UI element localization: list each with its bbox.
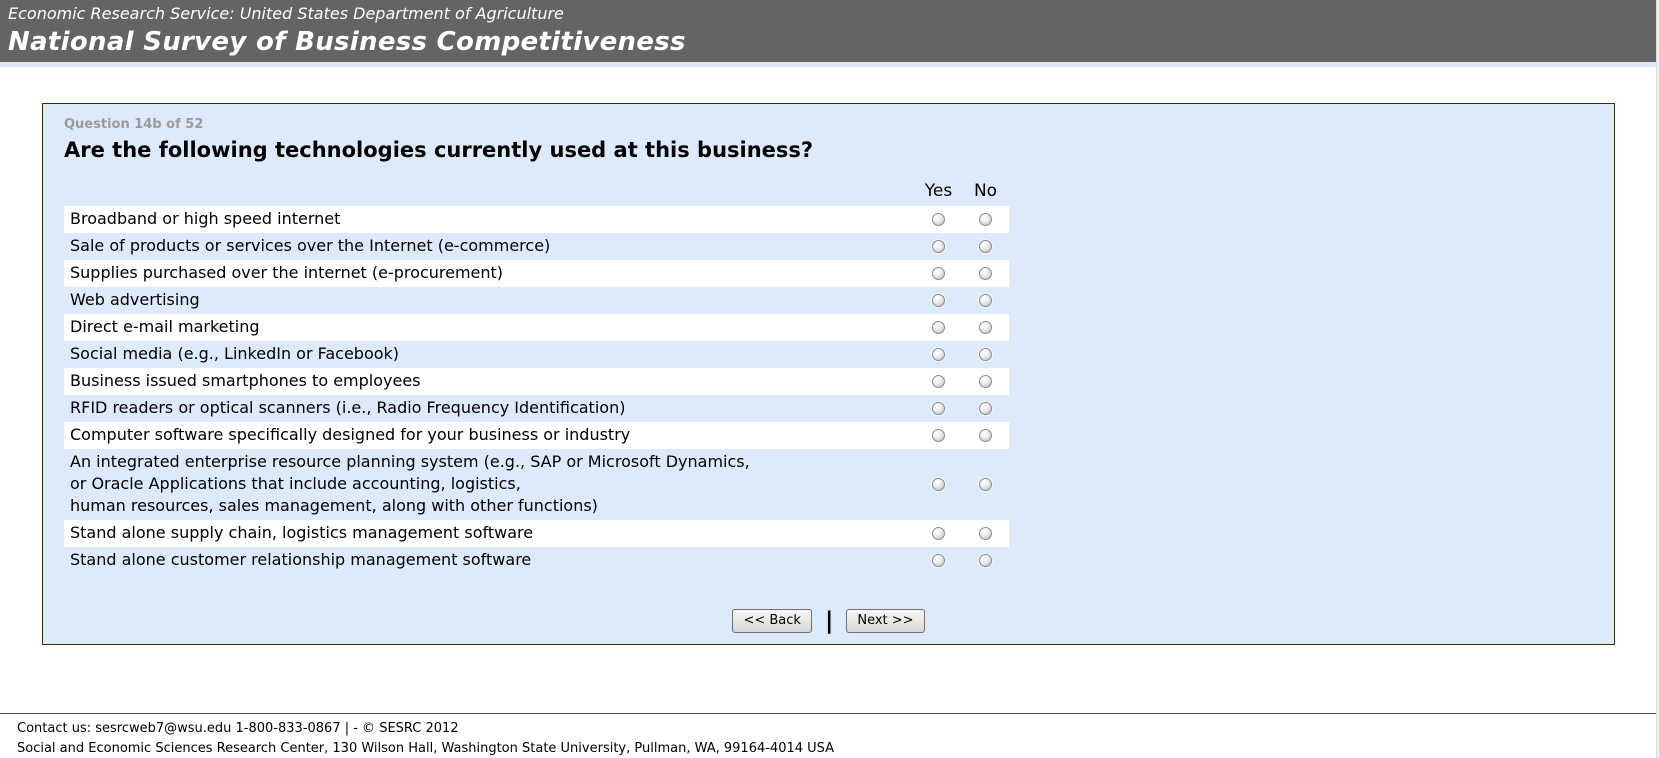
table-row: Broadband or high speed internet: [64, 206, 1009, 233]
table-row: Direct e-mail marketing: [64, 314, 1009, 341]
no-radio-cell: [962, 449, 1009, 520]
yes-radio[interactable]: [932, 294, 945, 307]
table-row: RFID readers or optical scanners (i.e., …: [64, 395, 1009, 422]
agency-line: Economic Research Service: United States…: [8, 4, 564, 23]
yes-radio[interactable]: [932, 527, 945, 540]
footer-address-line: Social and Economic Sciences Research Ce…: [17, 741, 835, 756]
no-radio-cell: [962, 206, 1009, 233]
no-radio[interactable]: [979, 294, 992, 307]
no-radio-cell: [962, 341, 1009, 368]
no-radio-cell: [962, 547, 1009, 574]
question-title: Are the following technologies currently…: [64, 138, 814, 162]
yes-no-matrix: Yes No Broadband or high speed internet …: [64, 162, 1009, 574]
no-radio[interactable]: [979, 240, 992, 253]
header-accent-bar: [0, 62, 1659, 67]
table-row: Sale of products or services over the In…: [64, 233, 1009, 260]
row-label: Supplies purchased over the internet (e-…: [70, 263, 504, 282]
no-radio-cell: [962, 395, 1009, 422]
yes-radio-cell: [915, 233, 962, 260]
yes-radio-cell: [915, 341, 962, 368]
table-row: Stand alone customer relationship manage…: [64, 547, 1009, 574]
no-radio[interactable]: [979, 267, 992, 280]
yes-radio[interactable]: [932, 348, 945, 361]
site-header: Economic Research Service: United States…: [0, 0, 1659, 62]
next-button[interactable]: Next >>: [846, 609, 925, 633]
row-label: Stand alone supply chain, logistics mana…: [70, 523, 534, 542]
no-radio[interactable]: [979, 478, 992, 491]
no-radio-cell: [962, 368, 1009, 395]
yes-radio[interactable]: [932, 402, 945, 415]
no-radio[interactable]: [979, 429, 992, 442]
matrix-header: Yes No: [64, 162, 1009, 206]
yes-radio[interactable]: [932, 429, 945, 442]
yes-radio-cell: [915, 449, 962, 520]
button-separator: |: [824, 608, 834, 634]
row-label: Web advertising: [70, 290, 200, 309]
footer-contact-line: Contact us: sesrcweb7@wsu.edu 1-800-833-…: [17, 721, 459, 736]
no-radio[interactable]: [979, 402, 992, 415]
yes-radio-cell: [915, 206, 962, 233]
yes-radio-cell: [915, 260, 962, 287]
yes-radio-cell: [915, 368, 962, 395]
window-edge-strip: [1656, 0, 1659, 758]
yes-radio[interactable]: [932, 554, 945, 567]
back-button[interactable]: << Back: [732, 609, 812, 633]
yes-radio-cell: [915, 422, 962, 449]
yes-radio[interactable]: [932, 478, 945, 491]
no-radio[interactable]: [979, 554, 992, 567]
no-radio[interactable]: [979, 321, 992, 334]
row-label: RFID readers or optical scanners (i.e., …: [70, 398, 626, 417]
no-radio[interactable]: [979, 213, 992, 226]
column-header-yes: Yes: [924, 181, 953, 201]
row-label: Broadband or high speed internet: [70, 209, 341, 228]
no-radio-cell: [962, 422, 1009, 449]
yes-radio-cell: [915, 395, 962, 422]
yes-radio-cell: [915, 520, 962, 547]
row-label: Sale of products or services over the In…: [70, 236, 551, 255]
row-label: Social media (e.g., LinkedIn or Facebook…: [70, 344, 400, 363]
column-header-no: No: [973, 181, 998, 201]
table-row: Social media (e.g., LinkedIn or Facebook…: [64, 341, 1009, 368]
table-row: Computer software specifically designed …: [64, 422, 1009, 449]
yes-radio-cell: [915, 547, 962, 574]
question-progress: Question 14b of 52: [64, 117, 204, 132]
question-panel: Question 14b of 52 Are the following tec…: [42, 103, 1615, 645]
survey-title: National Survey of Business Competitiven…: [8, 27, 686, 57]
row-label: Computer software specifically designed …: [70, 425, 631, 444]
row-label: An integrated enterprise resource planni…: [70, 452, 750, 515]
row-label: Direct e-mail marketing: [70, 317, 260, 336]
no-radio[interactable]: [979, 527, 992, 540]
yes-radio[interactable]: [932, 240, 945, 253]
no-radio[interactable]: [979, 375, 992, 388]
row-label: Business issued smartphones to employees: [70, 371, 421, 390]
table-row: Web advertising: [64, 287, 1009, 314]
yes-radio[interactable]: [932, 213, 945, 226]
yes-radio[interactable]: [932, 267, 945, 280]
table-row: Stand alone supply chain, logistics mana…: [64, 520, 1009, 547]
row-label: Stand alone customer relationship manage…: [70, 550, 532, 569]
yes-radio-cell: [915, 314, 962, 341]
no-radio-cell: [962, 260, 1009, 287]
no-radio[interactable]: [979, 348, 992, 361]
navigation-buttons: << Back | Next >>: [64, 608, 1593, 636]
no-radio-cell: [962, 520, 1009, 547]
table-row: An integrated enterprise resource planni…: [64, 449, 1009, 520]
yes-radio-cell: [915, 287, 962, 314]
table-row: Business issued smartphones to employees: [64, 368, 1009, 395]
page-footer: Contact us: sesrcweb7@wsu.edu 1-800-833-…: [0, 713, 1659, 758]
no-radio-cell: [962, 287, 1009, 314]
yes-radio[interactable]: [932, 375, 945, 388]
yes-radio[interactable]: [932, 321, 945, 334]
technology-table: Broadband or high speed internet Sale of…: [64, 206, 1009, 574]
no-radio-cell: [962, 314, 1009, 341]
table-row: Supplies purchased over the internet (e-…: [64, 260, 1009, 287]
no-radio-cell: [962, 233, 1009, 260]
